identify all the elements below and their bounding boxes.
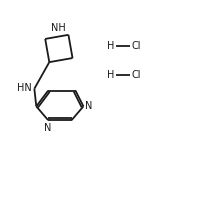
Text: Cl: Cl (131, 70, 141, 80)
Text: H: H (107, 41, 115, 51)
Text: Cl: Cl (131, 41, 141, 51)
Text: N: N (85, 101, 92, 111)
Text: H: H (107, 70, 115, 80)
Text: N: N (44, 123, 52, 133)
Text: HN: HN (17, 83, 31, 93)
Text: NH: NH (51, 22, 66, 33)
